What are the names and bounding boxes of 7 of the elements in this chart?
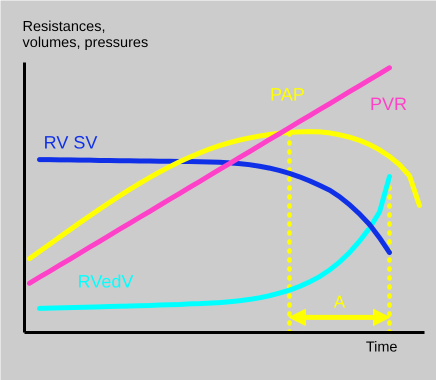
y-axis-title: Resistances, volumes, pressures bbox=[22, 19, 148, 51]
series-label: RVedV bbox=[78, 271, 134, 292]
series-label: RV SV bbox=[44, 132, 98, 153]
annotation: A bbox=[334, 292, 346, 312]
series-label: PVR bbox=[370, 94, 408, 114]
x-axis-title: Time bbox=[366, 340, 398, 356]
series-label: PAP bbox=[270, 84, 305, 105]
